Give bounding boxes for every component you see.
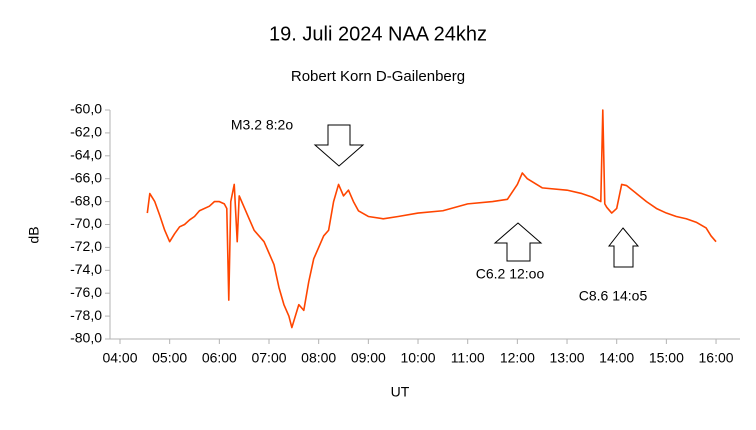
- chart-subtitle: Robert Korn D-Gailenberg: [291, 68, 465, 85]
- y-tick-label: -78,0: [70, 307, 102, 323]
- y-tick-label: -74,0: [70, 261, 102, 277]
- x-tick-label: 08:00: [301, 350, 336, 366]
- annotation: C6.2 12:oo: [476, 266, 545, 282]
- x-tick-label: 15:00: [649, 350, 684, 366]
- arrow: [313, 124, 365, 167]
- y-tick-label: -66,0: [70, 169, 102, 185]
- y-tick-label: -76,0: [70, 284, 102, 300]
- x-tick-label: 10:00: [400, 350, 435, 366]
- y-tick-label: -80,0: [70, 330, 102, 346]
- y-tick-label: -60,0: [70, 101, 102, 117]
- x-tick-label: 09:00: [351, 350, 386, 366]
- x-tick-label: 16:00: [699, 350, 734, 366]
- arrow: [607, 227, 640, 268]
- x-tick-label: 11:00: [451, 350, 485, 366]
- x-tick-label: 05:00: [152, 350, 187, 366]
- data-line: [146, 109, 717, 329]
- x-tick-label: 07:00: [251, 350, 286, 366]
- y-axis-label: dB: [26, 226, 42, 243]
- y-tick-label: -62,0: [70, 124, 102, 140]
- y-tick-label: -64,0: [70, 147, 102, 163]
- annotation: M3.2 8:2o: [231, 117, 293, 133]
- x-tick-label: 06:00: [202, 350, 237, 366]
- arrow: [493, 222, 543, 262]
- y-tick-label: -68,0: [70, 192, 102, 208]
- x-axis-label: UT: [391, 384, 410, 400]
- annotation: C8.6 14:o5: [579, 288, 648, 304]
- y-tick-label: -70,0: [70, 215, 102, 231]
- x-tick-label: 04:00: [102, 350, 137, 366]
- x-tick-label: 13:00: [550, 350, 585, 366]
- x-tick-label: 14:00: [599, 350, 634, 366]
- x-tick-label: 12:00: [500, 350, 535, 366]
- chart-title: 19. Juli 2024 NAA 24khz: [269, 23, 487, 45]
- y-tick-label: -72,0: [70, 238, 102, 254]
